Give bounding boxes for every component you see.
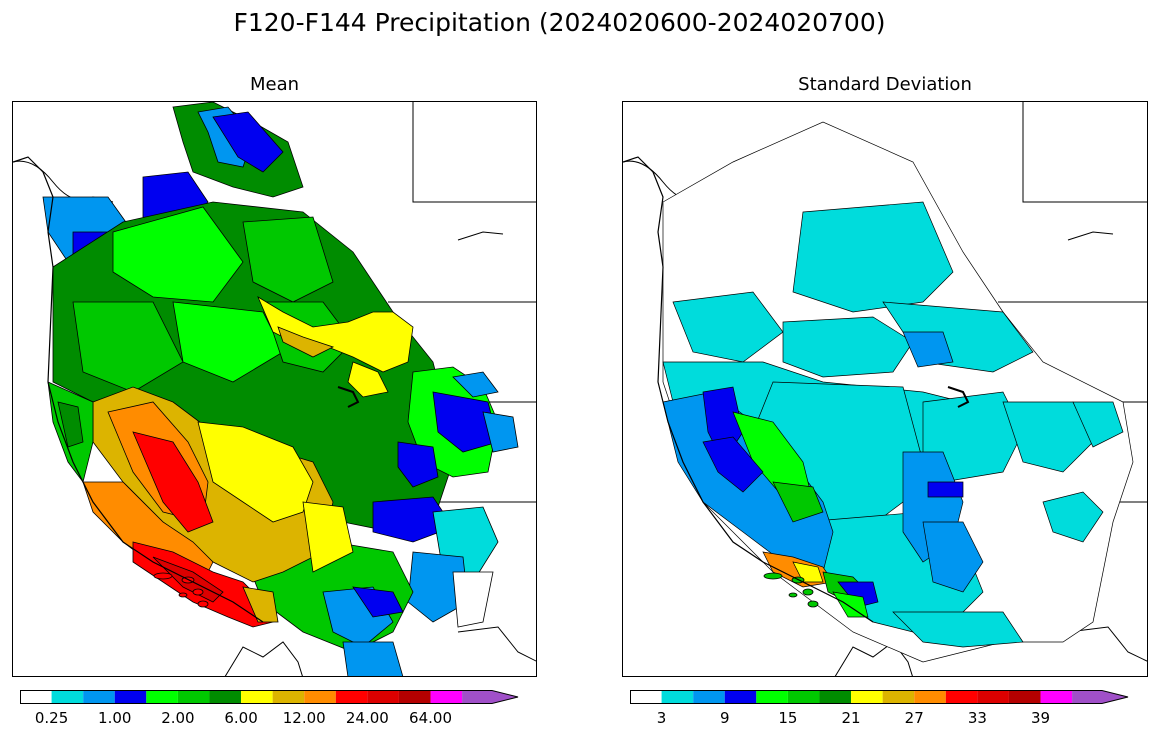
colorbar-tick-label: 12.00 <box>282 709 326 727</box>
colorbar-segment <box>1008 690 1041 704</box>
std-map <box>622 101 1148 677</box>
colorbar-segment <box>1040 690 1073 704</box>
colorbar-segment <box>83 690 115 704</box>
mean-basins <box>42 102 519 676</box>
colorbar-segment <box>851 690 883 704</box>
colorbar-segment <box>114 690 147 704</box>
colorbar-segment <box>304 690 336 704</box>
colorbar-segment <box>914 690 946 704</box>
colorbar-tick-label: 15 <box>778 709 798 727</box>
std-basins <box>662 121 1134 663</box>
mean-colorbar <box>20 689 530 708</box>
std-colorbar-svg <box>630 690 1129 704</box>
std-islands <box>763 572 819 608</box>
colorbar-segment <box>177 690 210 704</box>
colorbar-segment <box>462 690 518 704</box>
colorbar-segment <box>661 690 694 704</box>
colorbar-tick-label: 3 <box>656 709 667 727</box>
figure-title: F120-F144 Precipitation (2024020600-2024… <box>233 8 886 37</box>
colorbar-tick-label: 1.00 <box>98 709 132 727</box>
std-panel-title: Standard Deviation <box>798 74 972 95</box>
colorbar-segment <box>398 690 431 704</box>
colorbar-segment <box>945 690 978 704</box>
colorbar-segment <box>1072 690 1128 704</box>
colorbar-tick-label: 0.25 <box>34 709 69 727</box>
colorbar-tick-label: 27 <box>904 709 924 727</box>
colorbar-segment <box>724 690 757 704</box>
colorbar-tick-label: 2.00 <box>161 709 195 727</box>
colorbar-segment <box>977 690 1009 704</box>
colorbar-segment <box>241 690 273 704</box>
colorbar-outline <box>20 690 519 704</box>
mean-coastline <box>13 156 264 623</box>
colorbar-tick-label: 39 <box>1030 709 1051 727</box>
colorbar-tick-label: 33 <box>967 709 987 727</box>
mean-map <box>12 101 537 677</box>
colorbar-segment <box>335 690 368 704</box>
colorbar-tick-label: 9 <box>719 709 730 727</box>
std-colorbar <box>630 689 1140 708</box>
colorbar-segment <box>630 690 662 704</box>
std-coastline <box>623 156 874 623</box>
colorbar-segment <box>787 690 820 704</box>
colorbar-segment <box>146 690 178 704</box>
colorbar-tick-label: 64.00 <box>409 709 452 727</box>
colorbar-tick-label: 24.00 <box>345 709 389 727</box>
colorbar-tick-label: 21 <box>841 709 861 727</box>
colorbar-tick-label: 6.00 <box>224 709 258 727</box>
colorbar-segment <box>367 690 399 704</box>
colorbar-outline <box>630 690 1129 704</box>
colorbar-segment <box>693 690 725 704</box>
colorbar-segment <box>209 690 242 704</box>
std-state-borders <box>623 102 1147 676</box>
colorbar-segment <box>756 690 788 704</box>
colorbar-segment <box>819 690 852 704</box>
colorbar-segment <box>51 690 84 704</box>
colorbar-segment <box>430 690 463 704</box>
colorbar-segment <box>20 690 52 704</box>
colorbar-segment <box>272 690 305 704</box>
colorbar-segment <box>882 690 915 704</box>
mean-panel-title: Mean <box>249 74 300 95</box>
mean-colorbar-svg <box>20 690 519 704</box>
mean-islands <box>153 572 209 608</box>
